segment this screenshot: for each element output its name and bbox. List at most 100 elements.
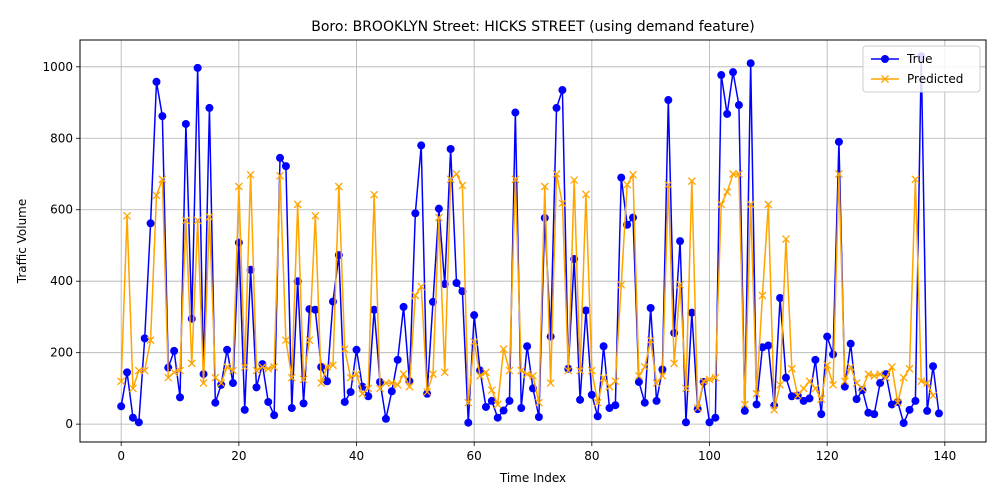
data-point-predicted bbox=[176, 366, 184, 375]
legend-label-predicted: Predicted bbox=[907, 72, 963, 86]
legend-marker bbox=[881, 55, 889, 63]
data-point-true bbox=[387, 387, 396, 396]
data-point-predicted bbox=[423, 388, 432, 396]
data-point-true bbox=[487, 396, 496, 405]
data-point-predicted bbox=[893, 398, 902, 407]
data-point-predicted bbox=[811, 384, 820, 393]
data-point-true bbox=[464, 418, 473, 427]
data-point-true bbox=[434, 204, 443, 213]
data-point-predicted bbox=[311, 211, 320, 220]
data-point-predicted bbox=[305, 336, 314, 345]
x-axis-label: Time Index bbox=[499, 471, 566, 485]
data-point-true bbox=[740, 406, 749, 415]
data-point-true bbox=[340, 397, 349, 406]
data-point-predicted bbox=[387, 379, 396, 387]
data-point-true bbox=[417, 141, 426, 150]
data-point-true bbox=[128, 413, 137, 422]
data-point-predicted bbox=[829, 380, 837, 389]
data-point-predicted bbox=[158, 175, 167, 184]
grid bbox=[80, 40, 986, 442]
data-point-true bbox=[146, 219, 155, 228]
data-point-true bbox=[652, 396, 661, 405]
data-point-true bbox=[911, 396, 920, 405]
data-point-predicted bbox=[611, 377, 620, 386]
data-point-predicted bbox=[205, 212, 214, 221]
y-tick-label: 0 bbox=[65, 417, 73, 431]
data-point-true bbox=[817, 410, 826, 419]
data-point-predicted bbox=[858, 384, 867, 393]
data-point-true bbox=[323, 377, 332, 386]
data-point-true bbox=[205, 103, 214, 112]
data-point-true bbox=[617, 173, 626, 182]
data-point-predicted bbox=[758, 291, 767, 300]
data-point-predicted bbox=[576, 366, 585, 375]
data-point-predicted bbox=[458, 181, 467, 190]
data-point-predicted bbox=[134, 366, 143, 375]
data-point-predicted bbox=[287, 373, 296, 382]
data-point-predicted bbox=[734, 170, 743, 178]
data-point-predicted bbox=[393, 380, 402, 389]
data-point-true bbox=[370, 305, 379, 314]
data-point-predicted bbox=[570, 176, 579, 185]
data-point-predicted bbox=[905, 364, 914, 373]
x-tick-label: 120 bbox=[816, 449, 839, 463]
data-point-predicted bbox=[240, 363, 249, 371]
data-point-true bbox=[646, 304, 655, 312]
data-point-true bbox=[776, 293, 785, 302]
data-point-predicted bbox=[752, 389, 761, 398]
data-point-predicted bbox=[229, 366, 237, 375]
data-point-true bbox=[734, 101, 743, 110]
data-point-true bbox=[217, 380, 226, 389]
data-point-predicted bbox=[293, 200, 302, 209]
data-point-true bbox=[540, 213, 549, 222]
data-point-predicted bbox=[529, 371, 537, 380]
data-point-predicted bbox=[840, 377, 849, 386]
data-point-predicted bbox=[634, 371, 643, 380]
data-point-predicted bbox=[782, 235, 790, 243]
data-point-true bbox=[899, 419, 908, 428]
data-point-true bbox=[211, 398, 220, 407]
data-point-true bbox=[299, 399, 308, 408]
data-point-predicted bbox=[181, 216, 190, 225]
data-point-predicted bbox=[140, 366, 149, 375]
data-point-true bbox=[176, 393, 185, 402]
data-point-predicted bbox=[481, 368, 490, 377]
data-point-true bbox=[534, 412, 543, 421]
data-point-predicted bbox=[917, 377, 926, 386]
data-point-predicted bbox=[599, 373, 608, 382]
data-point-predicted bbox=[723, 187, 732, 196]
data-point-true bbox=[446, 144, 455, 153]
data-point-predicted bbox=[246, 170, 255, 179]
data-point-true bbox=[693, 405, 702, 414]
data-point-true bbox=[729, 68, 738, 77]
ticks: 0 20 40 60 80 100 120 140 0 200 400 600 800 1000 bbox=[42, 60, 956, 463]
data-point-predicted bbox=[340, 345, 349, 354]
data-point-predicted bbox=[911, 175, 920, 184]
data-point-predicted bbox=[876, 370, 885, 379]
data-point-predicted bbox=[823, 361, 832, 370]
data-point-true bbox=[711, 413, 720, 422]
y-tick-label: 1000 bbox=[42, 60, 73, 74]
data-point-true bbox=[264, 397, 273, 406]
data-point-predicted bbox=[352, 370, 361, 379]
data-point-true bbox=[270, 411, 279, 420]
data-point-predicted bbox=[676, 280, 685, 289]
data-point-predicted bbox=[370, 190, 379, 199]
data-point-predicted bbox=[117, 377, 126, 386]
data-point-predicted bbox=[146, 336, 155, 345]
data-point-predicted bbox=[664, 180, 673, 189]
data-point-true bbox=[934, 409, 943, 418]
data-point-true bbox=[681, 418, 690, 427]
data-point-true bbox=[117, 402, 126, 411]
y-axis-label: Traffic Volume bbox=[15, 199, 29, 285]
data-point-predicted bbox=[464, 398, 473, 407]
data-point-predicted bbox=[552, 170, 561, 178]
data-point-true bbox=[493, 413, 502, 422]
data-point-true bbox=[411, 209, 420, 218]
data-point-true bbox=[576, 395, 585, 404]
data-point-true bbox=[505, 396, 514, 405]
data-point-predicted bbox=[399, 370, 408, 379]
data-point-predicted bbox=[123, 211, 132, 220]
data-point-predicted bbox=[717, 200, 726, 209]
data-point-true bbox=[829, 350, 838, 359]
